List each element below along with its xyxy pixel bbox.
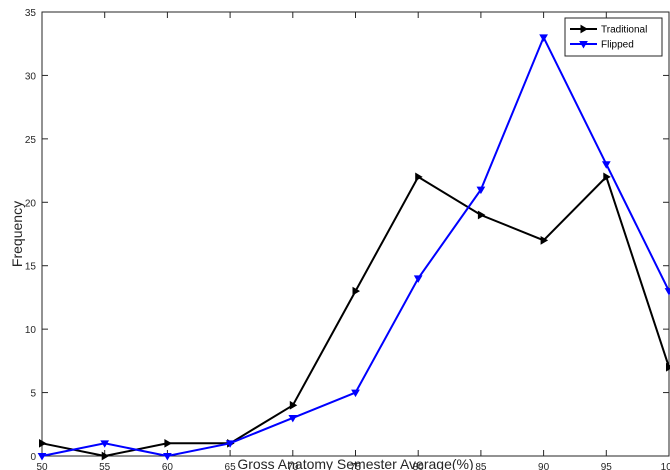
y-tick-label: 5 bbox=[30, 389, 36, 400]
data-point-marker bbox=[603, 172, 611, 182]
legend-label: Traditional bbox=[601, 25, 647, 36]
data-point-marker bbox=[664, 288, 670, 296]
x-axis-title: Gross Anatomy Semester Average(%) bbox=[237, 456, 473, 470]
data-point-marker bbox=[580, 24, 588, 34]
data-point-marker bbox=[100, 440, 110, 448]
legend-entry-flipped: Flipped bbox=[570, 40, 634, 51]
y-tick-label: 30 bbox=[25, 71, 37, 82]
data-point-marker bbox=[39, 438, 47, 448]
y-tick-label: 25 bbox=[25, 135, 37, 146]
data-point-marker bbox=[352, 286, 360, 296]
series-lines bbox=[37, 34, 670, 461]
y-axis-title: Frequency bbox=[9, 201, 25, 267]
data-point-marker bbox=[37, 453, 47, 461]
data-point-marker bbox=[101, 451, 110, 461]
series-flipped bbox=[37, 34, 670, 461]
x-tick-label: 55 bbox=[99, 462, 111, 470]
data-point-marker bbox=[288, 414, 298, 423]
data-point-marker bbox=[413, 275, 423, 283]
y-tick-label: 10 bbox=[25, 325, 37, 336]
legend-label: Flipped bbox=[601, 40, 634, 51]
plot-frame bbox=[41, 11, 670, 457]
y-tick-label: 0 bbox=[30, 452, 36, 463]
y-tick-label: 15 bbox=[25, 262, 37, 273]
data-point-marker bbox=[579, 41, 588, 49]
y-tick-label: 35 bbox=[25, 8, 37, 19]
legend-entry-traditional: Traditional bbox=[570, 25, 647, 36]
x-tick-label: 95 bbox=[601, 462, 613, 470]
x-tick-label: 50 bbox=[36, 462, 48, 470]
x-tick-label: 60 bbox=[162, 462, 174, 470]
x-tick-label: 100 bbox=[661, 462, 670, 470]
legend: Traditional Flipped bbox=[564, 17, 663, 57]
x-tick-label: 90 bbox=[538, 462, 550, 470]
data-point-marker bbox=[225, 440, 235, 448]
data-point-marker bbox=[539, 34, 548, 42]
data-point-marker bbox=[164, 438, 172, 448]
data-point-marker bbox=[351, 389, 360, 398]
x-tick-label: 85 bbox=[475, 462, 487, 470]
data-point-marker bbox=[163, 453, 172, 461]
data-point-marker bbox=[601, 161, 611, 169]
x-tick-label: 75 bbox=[350, 462, 362, 470]
legend-box bbox=[564, 17, 663, 57]
axis-ticks: 50 55 60 65 70 75 80 85 90 95 100 0 5 10 15 20 25 30 35 bbox=[25, 8, 670, 470]
data-point-marker bbox=[289, 400, 298, 410]
data-point-marker bbox=[415, 172, 423, 182]
x-tick-label: 65 bbox=[225, 462, 237, 470]
data-point-marker bbox=[540, 235, 549, 245]
x-tick-label: 70 bbox=[287, 462, 299, 470]
plot-area bbox=[41, 11, 670, 457]
data-point-marker bbox=[476, 186, 486, 195]
data-point-marker bbox=[477, 210, 486, 220]
y-tick-label: 20 bbox=[25, 198, 37, 209]
series-traditional bbox=[39, 172, 670, 461]
x-tick-label: 80 bbox=[413, 462, 425, 470]
